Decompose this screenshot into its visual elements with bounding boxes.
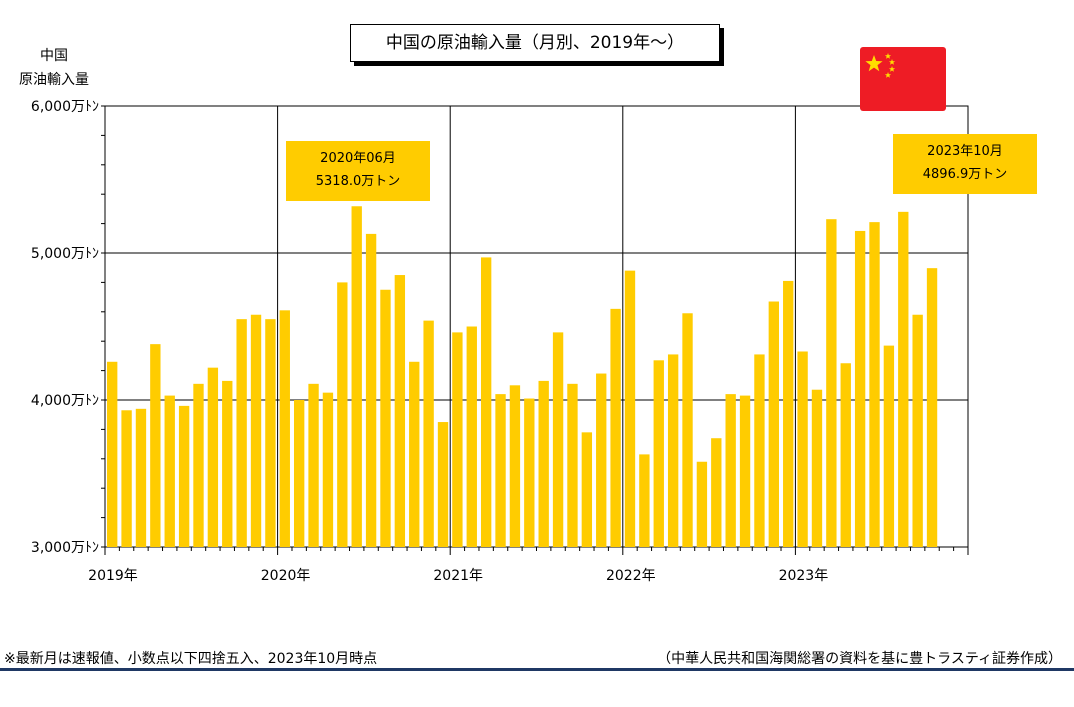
bar <box>797 351 808 547</box>
bar <box>466 326 477 547</box>
bar <box>495 394 506 547</box>
bar <box>480 257 492 547</box>
bar <box>222 380 233 547</box>
bar <box>869 222 880 547</box>
bar <box>250 314 262 547</box>
bar <box>394 275 406 547</box>
bar <box>337 282 348 547</box>
bar <box>912 314 923 547</box>
footer-note: ※最新月は速報値、小数点以下四捨五入、2023年10月時点 <box>4 651 378 667</box>
bar <box>783 280 794 547</box>
bar <box>365 233 377 547</box>
bar <box>322 392 334 547</box>
bar <box>351 206 362 547</box>
bar <box>581 432 593 547</box>
bar <box>826 219 837 547</box>
bar <box>121 410 132 547</box>
bar <box>739 395 751 547</box>
footer-divider <box>0 668 1074 671</box>
callout-latest-value: 4896.9万トン <box>922 167 1008 182</box>
bar <box>265 319 276 547</box>
bar <box>538 380 549 547</box>
bar <box>207 367 219 547</box>
callout-peak-date: 2020年06月 <box>320 151 396 166</box>
bar <box>567 383 578 547</box>
bar <box>898 211 909 547</box>
y-tick-label: 6,000万ﾄﾝ <box>31 99 99 115</box>
bar <box>667 354 679 547</box>
bar <box>840 363 851 547</box>
chart-title: 中国の原油輸入量（月別、2019年～） <box>350 24 720 62</box>
callout-latest-date: 2023年10月 <box>927 144 1003 159</box>
bar <box>509 385 521 547</box>
bar <box>610 308 621 547</box>
bar <box>524 398 535 547</box>
x-tick-label: 2019年 <box>88 568 138 584</box>
y-tick-label: 4,000万ﾄﾝ <box>31 393 99 409</box>
bar <box>308 383 319 547</box>
bar <box>696 461 708 547</box>
bar <box>926 268 938 547</box>
y-axis-title-line2: 原油輸入量 <box>19 72 89 88</box>
bar <box>135 408 147 547</box>
bar <box>437 422 449 547</box>
bar <box>682 313 693 547</box>
bar <box>178 405 190 547</box>
y-tick-label: 5,000万ﾄﾝ <box>31 246 99 262</box>
bar <box>409 361 420 547</box>
bar <box>193 383 204 547</box>
plot-frame <box>104 105 969 548</box>
bar <box>725 394 736 547</box>
bar <box>854 230 866 547</box>
bar <box>883 345 895 547</box>
y-axis-title: 中国 原油輸入量 <box>6 44 102 92</box>
x-tick-label: 2021年 <box>433 568 483 584</box>
bar <box>596 373 607 547</box>
bar <box>768 301 780 547</box>
callout-peak-value: 5318.0万トン <box>315 174 401 189</box>
bar <box>811 389 823 547</box>
bar <box>164 395 175 547</box>
bar <box>552 332 564 547</box>
y-tick-label: 3,000万ﾄﾝ <box>31 540 99 556</box>
y-axis-title-line1: 中国 <box>40 48 68 64</box>
bar <box>754 354 765 547</box>
bar <box>452 332 463 547</box>
bar <box>293 400 305 547</box>
bar <box>711 438 722 547</box>
bar <box>639 454 650 547</box>
x-tick-label: 2023年 <box>779 568 829 584</box>
bar <box>653 360 664 547</box>
bar <box>423 320 434 547</box>
footer-source: （中華人民共和国海関総署の資料を基に豊トラスティ証券作成） <box>657 651 1062 667</box>
bar <box>624 270 636 547</box>
china-flag-icon <box>860 47 946 111</box>
x-tick-label: 2022年 <box>606 568 656 584</box>
bar <box>107 361 118 547</box>
bar <box>279 310 290 547</box>
callout-peak-2020-06: 2020年06月 5318.0万トン <box>286 141 430 201</box>
bar <box>236 319 247 547</box>
bar <box>380 289 391 547</box>
bar <box>150 344 161 547</box>
x-tick-label: 2020年 <box>261 568 311 584</box>
callout-latest-2023-10: 2023年10月 4896.9万トン <box>893 134 1037 194</box>
